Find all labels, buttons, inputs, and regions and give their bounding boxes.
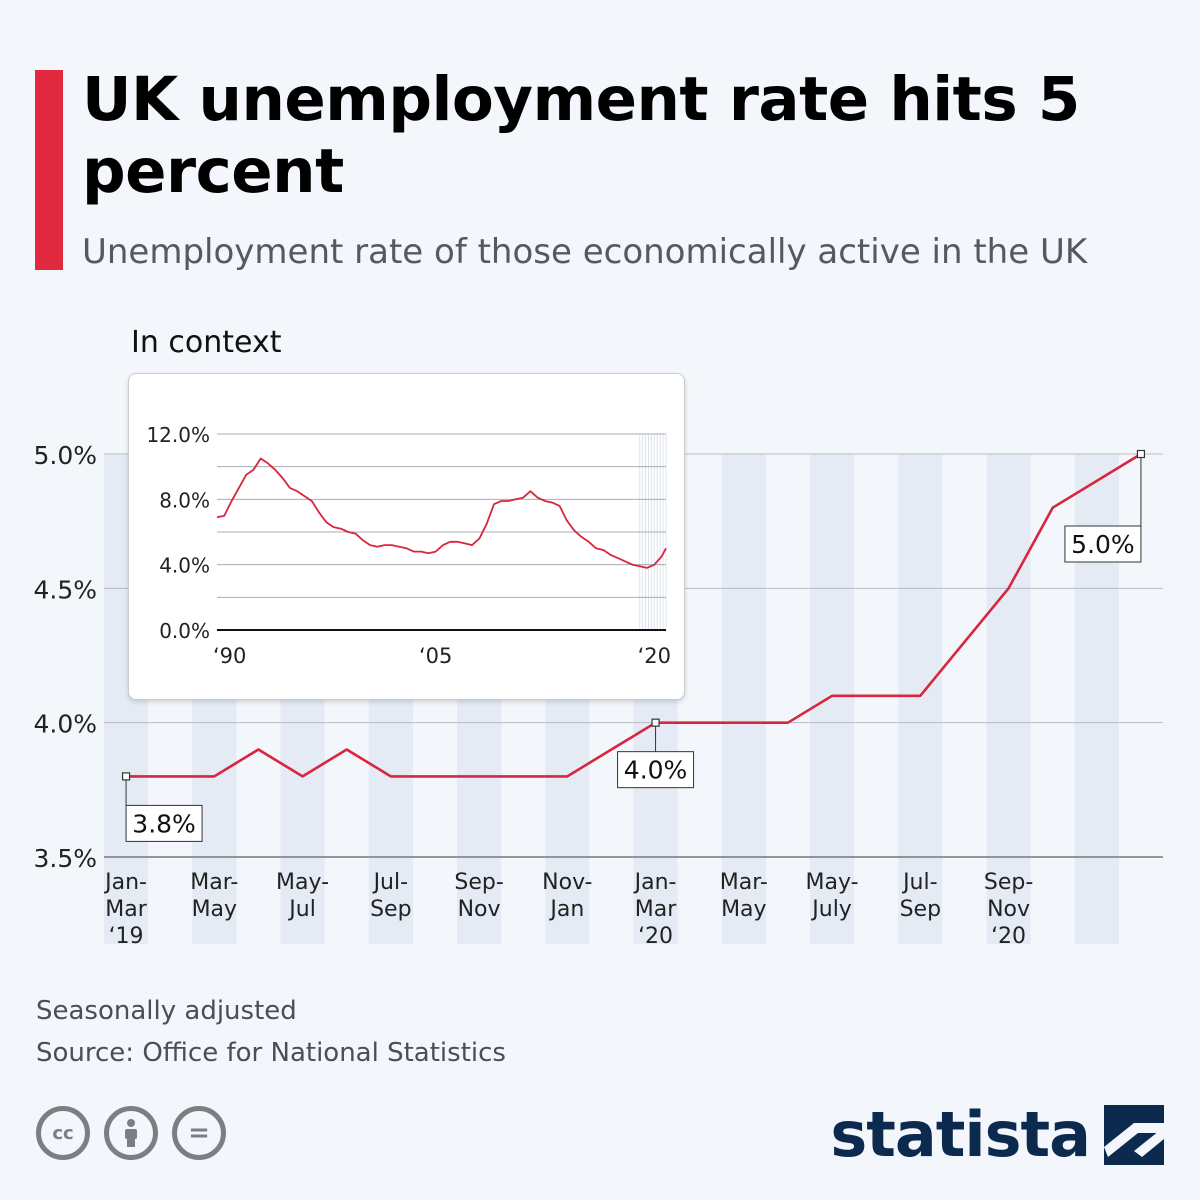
statista-logo[interactable]: statista	[830, 1100, 1164, 1170]
x-tick-label: July	[810, 897, 852, 922]
x-tick-label: Jan-	[633, 870, 677, 895]
x-tick-label: ‘20	[638, 924, 673, 949]
x-tick-label: Mar-	[720, 870, 768, 895]
x-tick-label: Jan	[548, 897, 584, 922]
x-tick-label: Jan-	[103, 870, 147, 895]
x-tick-label: Mar-	[190, 870, 238, 895]
page-subtitle: Unemployment rate of those economically …	[82, 232, 1088, 272]
background-band	[810, 454, 855, 944]
annotation-marker	[651, 718, 660, 727]
annotation-marker	[121, 772, 131, 781]
attribution-icon[interactable]	[104, 1106, 158, 1160]
y-tick-label: 4.0%	[33, 710, 97, 739]
no-derivatives-icon-label: =	[188, 1118, 210, 1148]
unemployment-line	[126, 452, 1142, 778]
logo-wordmark: statista	[830, 1098, 1091, 1171]
inset-x-tick-label: ‘20	[638, 644, 671, 668]
y-tick-label: 4.5%	[33, 575, 97, 604]
source-note: Source: Office for National Statistics	[36, 1038, 506, 1068]
background-band	[986, 454, 1031, 944]
person-icon	[125, 1119, 137, 1147]
inset-panel: 12.0% 8.0% 4.0% 0.0% ‘90 ‘05 ‘20	[128, 373, 685, 700]
annotation-box	[1064, 525, 1142, 563]
annotation-label: 3.8%	[132, 809, 196, 838]
inset-y-tick-label: 12.0%	[146, 423, 210, 447]
page-title: UK unemployment rate hits 5 percent	[82, 64, 1080, 207]
inset-y-tick-label: 8.0%	[159, 488, 210, 512]
x-tick-label: ‘20	[991, 924, 1026, 949]
x-tick-label: May	[721, 897, 766, 922]
y-tick-label: 3.5%	[33, 844, 97, 873]
license-icons: cc =	[36, 1106, 226, 1160]
inset-unemployment-line	[216, 457, 667, 569]
x-tick-label: Nov	[458, 897, 501, 922]
annotation-marker	[1136, 449, 1146, 459]
x-tick-label: May-	[276, 870, 329, 895]
annotation-box	[617, 751, 695, 789]
x-tick-label: Nov	[987, 897, 1030, 922]
cc-icon[interactable]: cc	[36, 1106, 90, 1160]
annotation-label: 4.0%	[624, 756, 688, 785]
inset-x-tick-label: ‘90	[213, 644, 246, 668]
x-tick-label: May-	[806, 870, 859, 895]
inset-x-tick-label: ‘05	[419, 644, 452, 668]
x-tick-label: Jul	[287, 897, 316, 922]
annotation-box	[125, 804, 203, 842]
x-tick-label: Sep	[370, 897, 411, 922]
y-tick-label: 5.0%	[33, 441, 97, 470]
footer-notes: Seasonally adjusted Source: Office for N…	[36, 990, 506, 1074]
seasonal-note: Seasonally adjusted	[36, 996, 297, 1026]
background-band	[721, 454, 766, 944]
x-tick-label: Sep	[900, 897, 941, 922]
x-tick-label: Mar	[105, 897, 147, 922]
no-derivatives-icon[interactable]: =	[172, 1106, 226, 1160]
logo-mark-icon	[1104, 1105, 1164, 1165]
x-tick-label: Mar	[635, 897, 677, 922]
inset-y-tick-label: 4.0%	[159, 554, 210, 578]
inset-title: In context	[131, 325, 282, 360]
x-tick-label: Jul-	[372, 870, 408, 895]
cc-icon-label: cc	[52, 1122, 74, 1144]
inset-y-tick-label: 0.0%	[159, 619, 210, 643]
background-band	[898, 454, 943, 944]
annotation-label: 5.0%	[1071, 530, 1135, 559]
x-tick-label: Sep-	[454, 870, 503, 895]
x-tick-label: Jul-	[901, 870, 937, 895]
x-tick-label: May	[192, 897, 237, 922]
accent-bar	[35, 70, 63, 270]
x-tick-label: ‘19	[109, 924, 144, 949]
x-tick-label: Nov-	[542, 870, 592, 895]
inset-line-chart: 12.0% 8.0% 4.0% 0.0%‘90 ‘05 ‘20	[146, 423, 671, 668]
x-tick-label: Sep-	[984, 870, 1033, 895]
